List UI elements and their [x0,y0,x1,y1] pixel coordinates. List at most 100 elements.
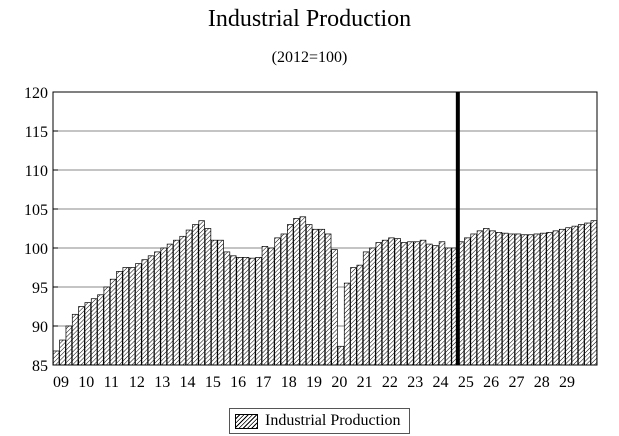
bar [432,245,439,366]
x-tick-label: 15 [205,374,221,391]
bar [438,241,446,366]
bar [211,239,218,366]
bar [476,230,484,366]
bar [223,251,231,366]
bar [185,229,193,366]
bar [166,243,174,366]
bar [192,224,199,366]
bar [483,228,490,366]
x-tick-label: 20 [331,374,347,391]
bar [97,294,104,366]
bar [59,339,66,366]
bar [236,257,243,366]
y-tick-label: 95 [32,280,48,297]
bar [242,257,250,366]
bar [502,232,509,366]
bar [413,241,420,366]
bar [558,228,566,366]
x-tick-label: 17 [255,374,271,391]
plot-border [52,91,598,366]
bar [78,306,85,366]
x-axis-ticks: 09 10 11 12 13 14 15 16 17 18 19 20 21 22 23 24 25 26 27 28… [53,360,575,391]
bar [565,227,572,366]
y-tick-label: 120 [24,85,48,102]
x-tick-label: 28 [534,374,550,391]
bars [52,216,598,366]
bar [109,278,117,366]
bar [521,234,528,366]
y-tick-label: 90 [32,319,48,336]
bar [154,251,161,366]
bar [179,235,186,366]
bar [160,247,167,366]
bar [141,259,148,366]
bar [173,239,180,366]
bar [540,232,547,366]
bar [318,228,326,366]
bar [312,228,319,366]
bar [356,264,364,366]
bar [381,239,389,366]
bar [400,242,408,366]
bar [52,350,60,366]
bar [122,267,129,366]
bar [293,218,300,366]
bar [331,249,338,366]
y-tick-label: 100 [24,241,48,258]
bar [369,247,376,366]
bar [552,230,560,366]
x-tick-label: 12 [129,374,145,391]
chart-subtitle: (2012=100) [271,49,348,66]
x-tick-label: 11 [104,374,119,391]
bar [470,233,477,366]
bar [103,286,110,366]
x-tick-label: 24 [433,374,449,391]
bar [305,224,313,366]
bar [514,233,522,366]
legend-label: Industrial Production [265,412,401,429]
bar [407,241,414,366]
legend: Industrial Production [229,408,410,434]
bar [394,238,401,366]
x-tick-label: 19 [306,374,322,391]
bar [71,313,79,366]
legend-swatch [235,413,258,429]
bar [324,233,332,366]
bar [286,224,294,366]
plot-frame [52,91,598,366]
bar [590,220,598,366]
bar [128,267,136,366]
bar [65,325,73,366]
bar [261,246,269,366]
x-tick-label: 21 [357,374,373,391]
x-tick-label: 22 [382,374,398,391]
x-tick-label: 25 [458,374,474,391]
bar [584,222,591,366]
bar [90,298,98,366]
bar [426,243,433,366]
bar [362,251,370,366]
bar [508,233,515,366]
bar [204,228,212,366]
x-tick-label: 26 [483,374,499,391]
bar [255,257,262,366]
bar [343,282,351,366]
x-tick-label: 14 [180,374,196,391]
bar [337,345,345,366]
x-tick-label: 23 [407,374,423,391]
bar [489,230,496,366]
bar [116,271,123,366]
bar [268,247,275,366]
bar [495,232,503,366]
y-tick-label: 85 [32,358,48,375]
bar [527,234,534,366]
x-tick-label: 18 [281,374,297,391]
x-tick-label: 16 [230,374,246,391]
bar [577,224,585,366]
bar [571,225,579,366]
x-tick-label: 10 [78,374,94,391]
bar [464,237,471,366]
bar [147,255,155,366]
